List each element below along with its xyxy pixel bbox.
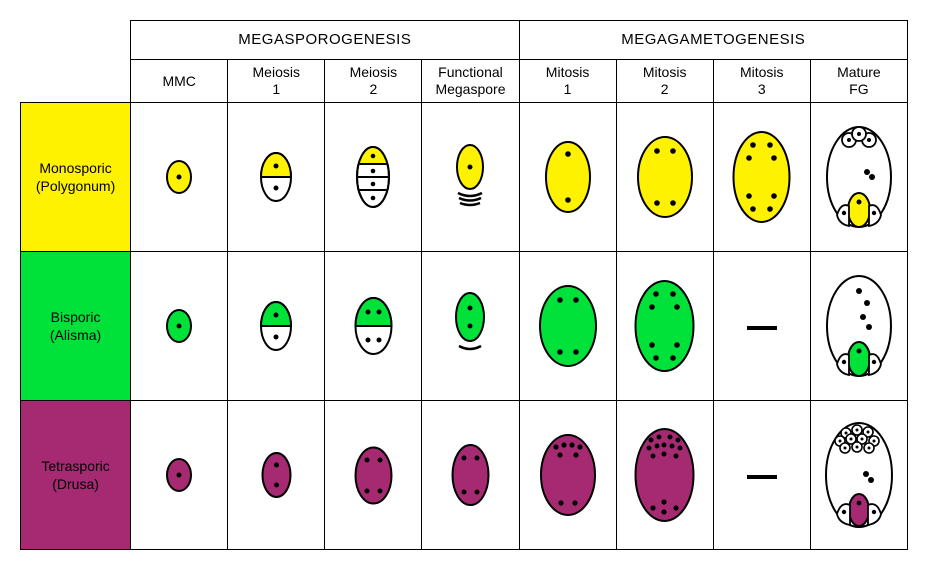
cell-0-2 xyxy=(325,103,422,252)
diagram-mono-funcmega xyxy=(445,137,495,217)
cell-1-5 xyxy=(616,252,713,401)
diagram-tet-meiosis1 xyxy=(254,445,299,505)
diagram-tet-mmc xyxy=(159,450,199,500)
row-label-0: Monosporic (Polygonum) xyxy=(21,103,131,252)
cell-0-0 xyxy=(131,103,228,252)
diagram-tet-funcmega xyxy=(443,435,498,515)
cell-0-3 xyxy=(422,103,519,252)
diagram-bi-mmc xyxy=(159,301,199,351)
table-body: Monosporic (Polygonum) xyxy=(21,103,908,550)
diagram-mono-meiosis2 xyxy=(348,137,398,217)
col-header-7: MatureFG xyxy=(810,60,907,103)
diagram-bi-mature xyxy=(819,269,899,384)
corner-blank xyxy=(21,21,131,103)
diagram-bi-meiosis2 xyxy=(346,286,401,366)
diagram-mono-meiosis1 xyxy=(251,142,301,212)
row-tetrasporic: Tetrasporic (Drusa) xyxy=(21,401,908,550)
row-label-1-line1: Bisporic xyxy=(51,309,101,325)
cell-1-1 xyxy=(228,252,325,401)
cell-0-5 xyxy=(616,103,713,252)
row-label-2-line2: (Drusa) xyxy=(52,476,99,492)
cell-0-1 xyxy=(228,103,325,252)
col-header-3: FunctionalMegaspore xyxy=(422,60,519,103)
cell-1-3 xyxy=(422,252,519,401)
col-header-4: Mitosis1 xyxy=(519,60,616,103)
megaspore-development-table: MEGASPOROGENESIS MEGAGAMETOGENESIS MMC M… xyxy=(20,20,908,550)
header-group-1: MEGASPOROGENESIS xyxy=(131,21,519,60)
diagram-bi-mit1 xyxy=(533,276,603,376)
row-label-2: Tetrasporic (Drusa) xyxy=(21,401,131,550)
cell-1-0 xyxy=(131,252,228,401)
cell-2-7 xyxy=(810,401,907,550)
diagram-bi-funcmega xyxy=(445,284,495,369)
dash-icon xyxy=(747,475,777,479)
row-bisporic: Bisporic (Alisma) xyxy=(21,252,908,401)
col-header-1: Meiosis1 xyxy=(228,60,325,103)
cell-2-1 xyxy=(228,401,325,550)
cell-2-4 xyxy=(519,401,616,550)
cell-2-0 xyxy=(131,401,228,550)
cell-0-6 xyxy=(713,103,810,252)
col-header-5: Mitosis2 xyxy=(616,60,713,103)
row-label-1: Bisporic (Alisma) xyxy=(21,252,131,401)
header-group-2: MEGAGAMETOGENESIS xyxy=(519,21,907,60)
diagram-mono-mmc xyxy=(159,152,199,202)
cell-2-3 xyxy=(422,401,519,550)
diagram-bi-mit2 xyxy=(627,271,702,381)
row-monosporic: Monosporic (Polygonum) xyxy=(21,103,908,252)
cell-0-7 xyxy=(810,103,907,252)
cell-2-2 xyxy=(325,401,422,550)
cell-2-5 xyxy=(616,401,713,550)
cell-1-7 xyxy=(810,252,907,401)
row-label-2-line1: Tetrasporic xyxy=(41,458,109,474)
diagram-tet-mature xyxy=(818,416,900,534)
dash-icon xyxy=(747,326,777,330)
diagram-mono-mature xyxy=(819,120,899,235)
cell-1-6 xyxy=(713,252,810,401)
diagram-mono-mit2 xyxy=(630,127,700,227)
row-label-0-line1: Monosporic xyxy=(39,160,111,176)
diagram-mono-mit1 xyxy=(538,132,598,222)
col-header-6: Mitosis3 xyxy=(713,60,810,103)
col-header-2: Meiosis2 xyxy=(325,60,422,103)
row-label-0-line2: (Polygonum) xyxy=(36,178,115,194)
cell-0-4 xyxy=(519,103,616,252)
col-header-0: MMC xyxy=(131,60,228,103)
cell-1-4 xyxy=(519,252,616,401)
row-label-1-line2: (Alisma) xyxy=(50,327,101,343)
cell-1-2 xyxy=(325,252,422,401)
diagram-tet-mit2 xyxy=(627,420,702,530)
diagram-tet-meiosis2 xyxy=(346,438,401,513)
diagram-tet-mit1 xyxy=(533,425,603,525)
cell-2-6 xyxy=(713,401,810,550)
diagram-mono-mit3 xyxy=(724,122,799,232)
diagram-bi-meiosis1 xyxy=(251,291,301,361)
